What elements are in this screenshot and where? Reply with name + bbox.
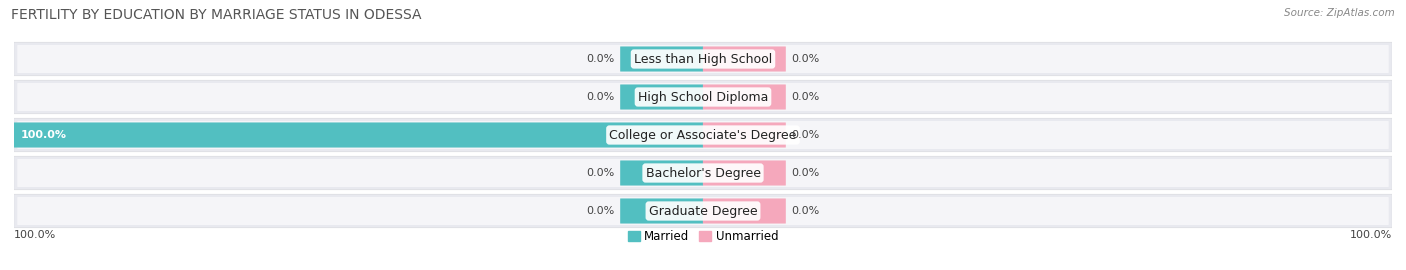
FancyBboxPatch shape <box>14 156 1392 190</box>
FancyBboxPatch shape <box>14 123 703 147</box>
FancyBboxPatch shape <box>703 46 786 72</box>
Text: 0.0%: 0.0% <box>792 92 820 102</box>
FancyBboxPatch shape <box>17 159 1389 187</box>
Legend: Married, Unmarried: Married, Unmarried <box>623 226 783 248</box>
Text: 0.0%: 0.0% <box>586 168 614 178</box>
Text: 0.0%: 0.0% <box>792 206 820 216</box>
Text: FERTILITY BY EDUCATION BY MARRIAGE STATUS IN ODESSA: FERTILITY BY EDUCATION BY MARRIAGE STATU… <box>11 8 422 22</box>
FancyBboxPatch shape <box>703 85 786 110</box>
FancyBboxPatch shape <box>620 85 703 110</box>
FancyBboxPatch shape <box>14 42 1392 76</box>
Text: 0.0%: 0.0% <box>586 206 614 216</box>
FancyBboxPatch shape <box>14 194 1392 228</box>
FancyBboxPatch shape <box>17 45 1389 73</box>
FancyBboxPatch shape <box>620 46 703 72</box>
Text: 0.0%: 0.0% <box>792 130 820 140</box>
FancyBboxPatch shape <box>703 198 786 224</box>
Text: 100.0%: 100.0% <box>21 130 67 140</box>
FancyBboxPatch shape <box>17 121 1389 149</box>
FancyBboxPatch shape <box>14 80 1392 114</box>
FancyBboxPatch shape <box>14 118 1392 152</box>
FancyBboxPatch shape <box>620 160 703 185</box>
FancyBboxPatch shape <box>17 197 1389 225</box>
Text: 0.0%: 0.0% <box>586 54 614 64</box>
Text: 100.0%: 100.0% <box>1350 230 1392 239</box>
FancyBboxPatch shape <box>703 123 786 147</box>
Text: 0.0%: 0.0% <box>586 92 614 102</box>
Text: 100.0%: 100.0% <box>14 230 56 239</box>
FancyBboxPatch shape <box>17 83 1389 111</box>
Text: Graduate Degree: Graduate Degree <box>648 204 758 218</box>
FancyBboxPatch shape <box>703 160 786 185</box>
Text: High School Diploma: High School Diploma <box>638 90 768 103</box>
Text: College or Associate's Degree: College or Associate's Degree <box>609 129 797 141</box>
Text: Source: ZipAtlas.com: Source: ZipAtlas.com <box>1284 8 1395 18</box>
Text: Less than High School: Less than High School <box>634 52 772 66</box>
FancyBboxPatch shape <box>620 198 703 224</box>
Text: Bachelor's Degree: Bachelor's Degree <box>645 167 761 180</box>
Text: 0.0%: 0.0% <box>792 168 820 178</box>
Text: 0.0%: 0.0% <box>792 54 820 64</box>
